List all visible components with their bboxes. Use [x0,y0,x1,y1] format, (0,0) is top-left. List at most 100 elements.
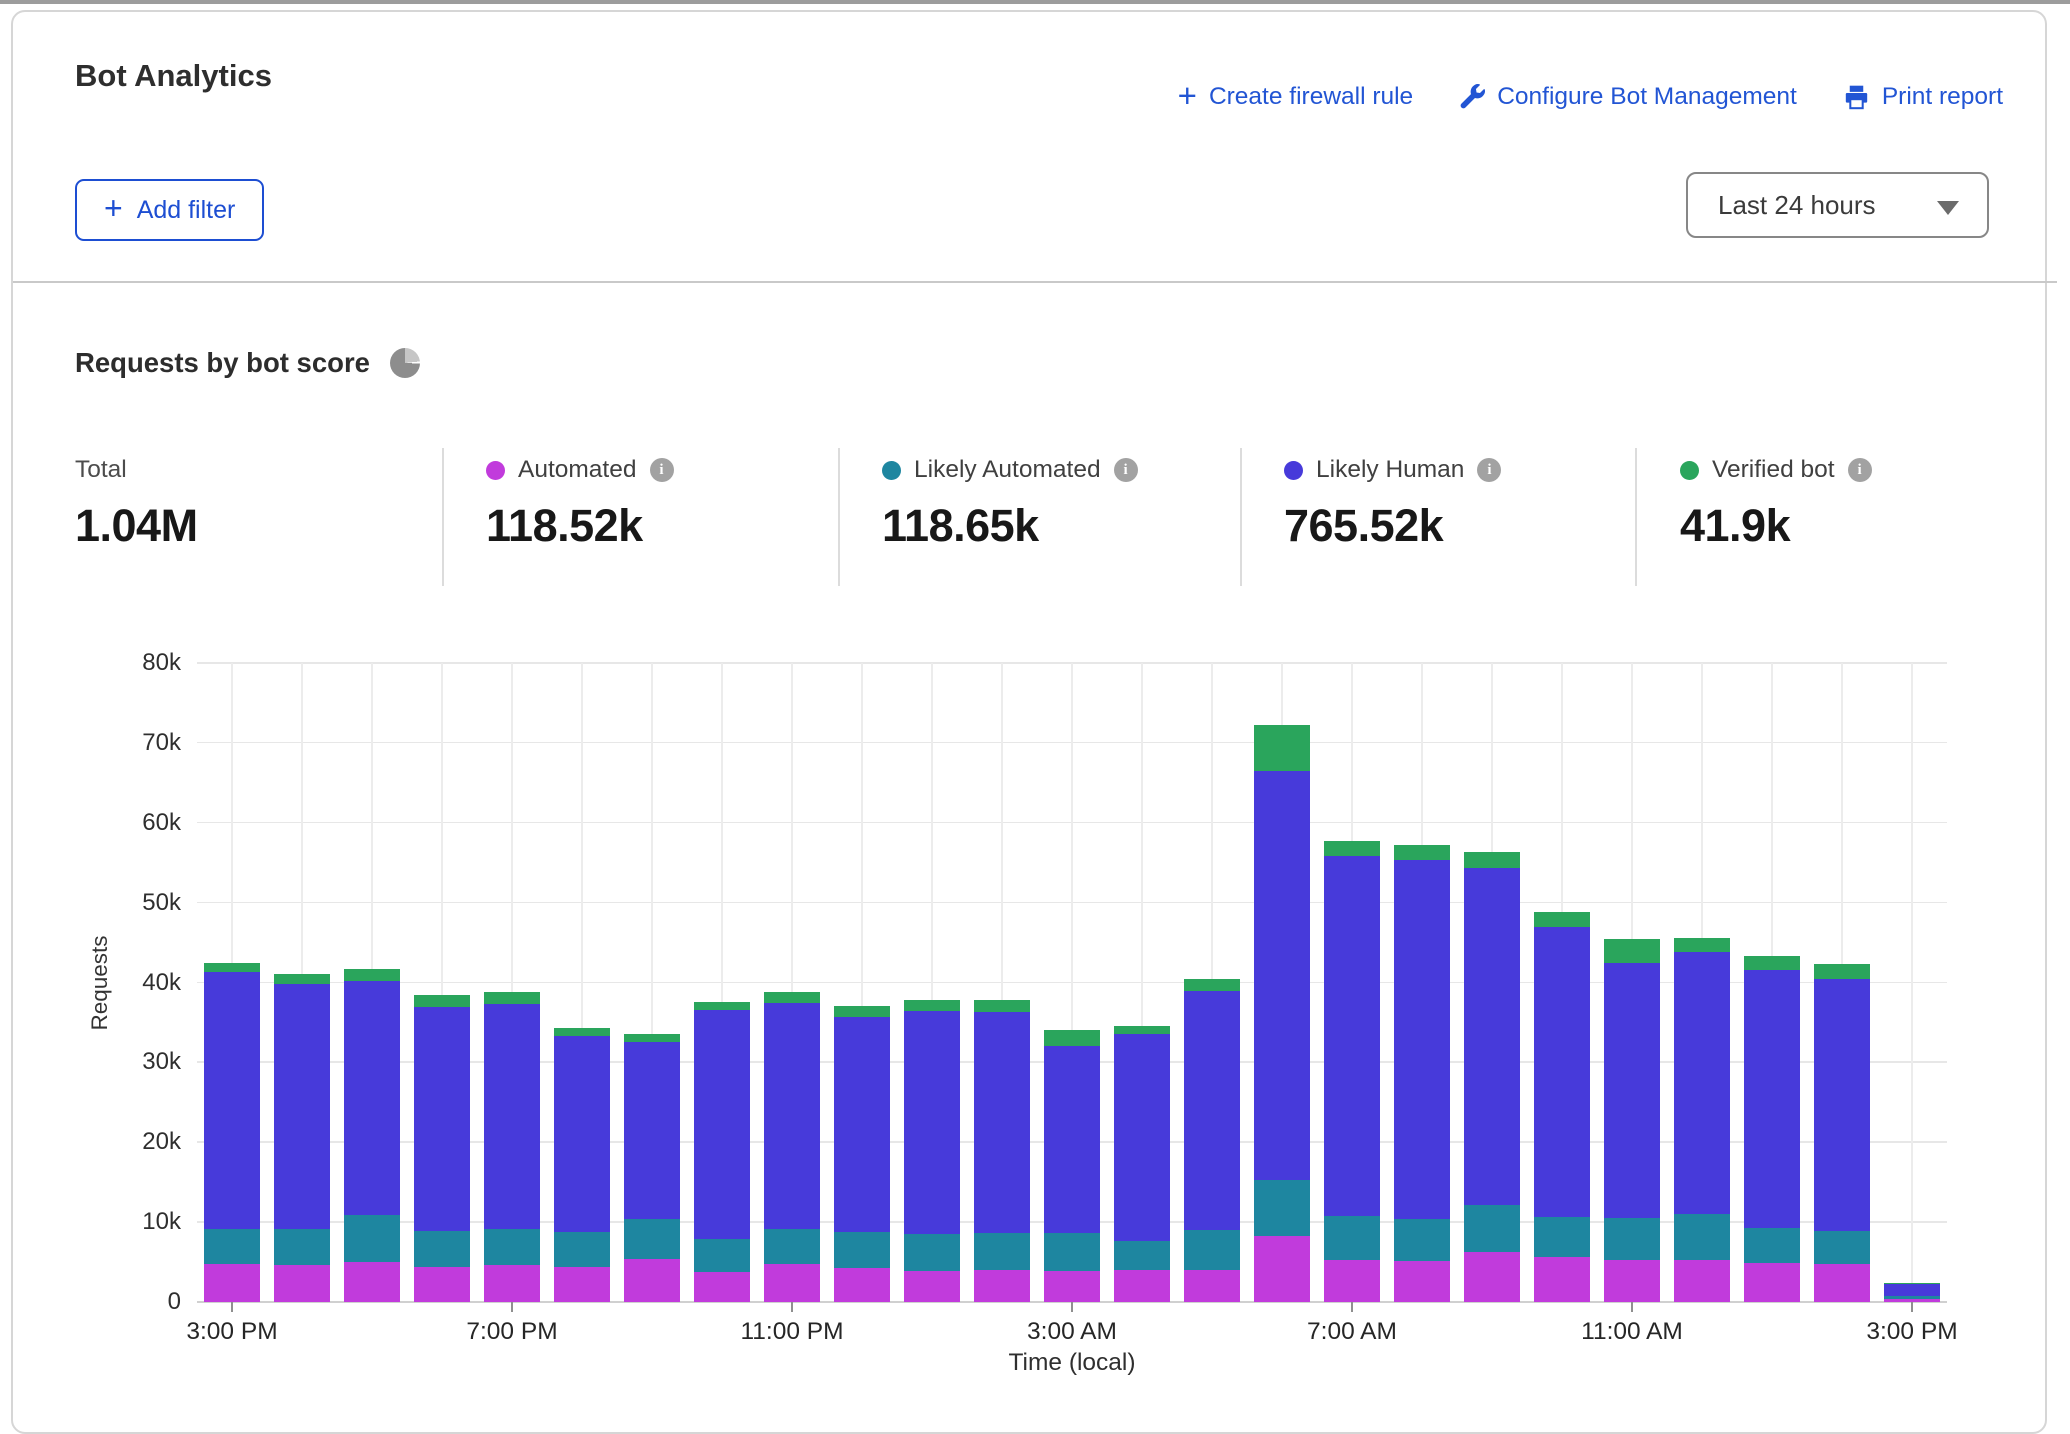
y-tick-label: 40k [51,969,181,997]
bar-segment-likely-human [1254,771,1310,1180]
bar-segment-likely-human [1604,963,1660,1218]
printer-icon [1843,84,1870,111]
bar-segment-likely-automated [484,1229,540,1266]
chart-bar[interactable] [1114,1026,1170,1302]
bar-segment-verified-bot [694,1002,750,1010]
bar-segment-automated [624,1259,680,1302]
chart-bar[interactable] [764,992,820,1302]
x-tick-mark [231,1302,233,1312]
info-icon[interactable]: i [650,458,674,482]
x-tick-label: 11:00 AM [1542,1318,1722,1346]
x-tick-mark [1351,1302,1353,1312]
bar-segment-verified-bot [274,974,330,984]
bar-segment-likely-automated [974,1233,1030,1271]
chart-bar[interactable] [694,1002,750,1302]
bar-segment-likely-human [204,972,260,1228]
chart-bar[interactable] [274,974,330,1302]
create-firewall-rule-link[interactable]: + Create firewall rule [1178,83,1414,111]
bar-segment-verified-bot [344,969,400,981]
chart-bar[interactable] [1464,852,1520,1302]
bar-segment-verified-bot [1184,979,1240,990]
chart-bar[interactable] [204,963,260,1302]
bar-segment-verified-bot [1744,956,1800,970]
bar-segment-automated [764,1264,820,1302]
bar-segment-likely-human [344,981,400,1215]
chart-bar[interactable] [1604,939,1660,1302]
chart-bar[interactable] [1394,845,1450,1302]
bar-segment-likely-automated [1324,1216,1380,1261]
page-top-rule [0,0,2070,4]
x-tick-label: 7:00 PM [422,1318,602,1346]
chart-bar[interactable] [414,995,470,1302]
bar-segment-likely-automated [1394,1219,1450,1261]
x-tick-label: 3:00 PM [142,1318,322,1346]
x-tick-mark [1911,1302,1913,1312]
stat-likely-human-value: 765.52k [1284,500,1501,552]
bar-segment-likely-human [1184,991,1240,1231]
bar-segment-likely-human [1814,979,1870,1231]
section-heading-row: Requests by bot score [75,347,420,379]
stat-verified-bot: Verified bot i 41.9k [1680,456,1872,552]
chart-bar[interactable] [1324,841,1380,1302]
bar-segment-automated [1534,1257,1590,1302]
print-report-link[interactable]: Print report [1843,83,2003,111]
chart-bar[interactable] [624,1034,680,1302]
chart-bar[interactable] [1254,725,1310,1302]
chart-bar[interactable] [1744,956,1800,1302]
bar-segment-likely-human [834,1017,890,1232]
bar-segment-automated [1604,1260,1660,1302]
x-tick-mark [511,1302,513,1312]
info-icon[interactable]: i [1848,458,1872,482]
x-axis-title: Time (local) [1008,1349,1135,1377]
add-filter-button[interactable]: + Add filter [75,179,264,241]
bar-segment-automated [484,1265,540,1302]
bar-segment-likely-automated [1114,1241,1170,1271]
chart-bar[interactable] [1534,912,1590,1302]
chart-bar[interactable] [1674,938,1730,1302]
bar-segment-verified-bot [1604,939,1660,963]
chart-bar[interactable] [974,1000,1030,1302]
chart-bar[interactable] [1814,964,1870,1302]
time-range-select[interactable]: Last 24 hours [1686,172,1989,238]
info-icon[interactable]: i [1114,458,1138,482]
bar-segment-verified-bot [764,992,820,1002]
bar-segment-likely-automated [624,1219,680,1259]
automated-legend-dot [486,461,505,480]
stat-divider [442,448,444,586]
stat-total-label: Total [75,456,198,484]
bar-segment-likely-human [1884,1284,1940,1296]
bar-segment-likely-human [1674,952,1730,1214]
x-tick-mark [1631,1302,1633,1312]
bar-segment-verified-bot [1534,912,1590,926]
bar-segment-automated [694,1272,750,1302]
chart-bar[interactable] [554,1028,610,1302]
bar-segment-automated [834,1268,890,1302]
info-icon[interactable]: i [1477,458,1501,482]
bar-segment-automated [1114,1270,1170,1302]
plus-icon: + [1178,84,1197,108]
stat-verified-bot-value: 41.9k [1680,500,1872,552]
chart-bar[interactable] [1184,979,1240,1302]
chart-bar[interactable] [484,992,540,1302]
chart-bar[interactable] [904,1000,960,1302]
bar-segment-automated [974,1270,1030,1302]
bar-segment-likely-automated [344,1215,400,1262]
chart-bar[interactable] [1884,1283,1940,1302]
chart-bar[interactable] [344,969,400,1302]
configure-bot-management-link[interactable]: Configure Bot Management [1459,83,1797,111]
bar-segment-automated [274,1265,330,1302]
chart-bar[interactable] [834,1006,890,1302]
configure-bot-management-label: Configure Bot Management [1497,83,1797,111]
bar-segment-automated [1324,1260,1380,1302]
bar-segment-likely-human [274,984,330,1228]
bar-segment-verified-bot [834,1006,890,1017]
chart-bar[interactable] [1044,1030,1100,1302]
bar-segment-likely-automated [1744,1228,1800,1263]
y-tick-label: 10k [51,1208,181,1236]
pie-chart-icon [390,348,420,378]
bar-segment-likely-automated [1044,1233,1100,1271]
create-firewall-rule-label: Create firewall rule [1209,83,1413,111]
stat-likely-human-label: Likely Human [1316,456,1464,484]
bar-segment-likely-human [554,1036,610,1232]
bar-segment-automated [414,1267,470,1302]
